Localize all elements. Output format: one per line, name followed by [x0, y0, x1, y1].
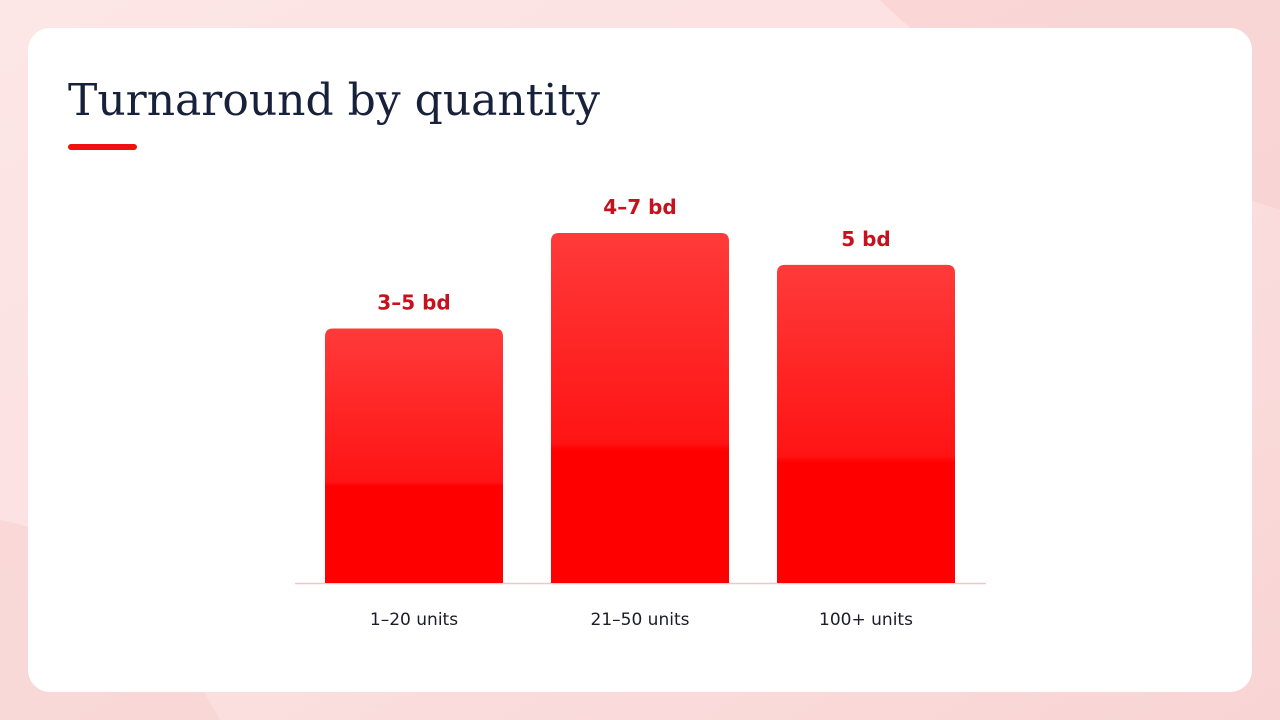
value-label: 3–5 bd	[377, 290, 450, 314]
value-label: 5 bd	[841, 227, 891, 251]
bar	[325, 328, 503, 583]
value-label: 4–7 bd	[603, 195, 676, 219]
x-tick-label: 1–20 units	[370, 610, 458, 630]
bar	[777, 264, 955, 583]
bar	[551, 233, 729, 583]
title-underline	[68, 144, 137, 150]
x-tick-label: 21–50 units	[591, 610, 690, 630]
x-tick-label: 100+ units	[819, 610, 913, 630]
chart-title: Turnaround by quantity	[68, 75, 600, 126]
